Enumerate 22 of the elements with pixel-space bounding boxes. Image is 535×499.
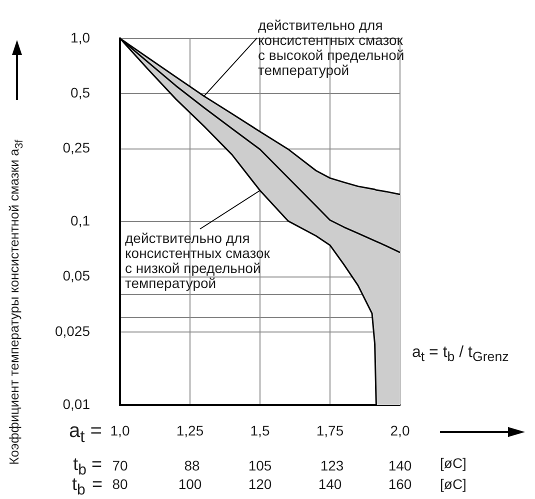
- x-tick-label: 1,5: [250, 422, 270, 438]
- x2-tick-label: 70: [112, 457, 128, 474]
- y-tick-label: 0,05: [62, 268, 90, 284]
- y-tick-label: 0,25: [62, 140, 90, 156]
- y-tick-label: 0,5: [70, 84, 90, 100]
- x-axis-title: a$_{t}$ =: [68, 420, 102, 448]
- x2-tick-label: 88: [184, 457, 200, 474]
- y-tick-label: 0,01: [62, 396, 90, 412]
- y-tick-label: 0,1: [70, 212, 90, 229]
- text: a$_{t}$ = t$_{b}$ / t$_{Grenz}$: [412, 344, 509, 364]
- x-tick-label: 1,0: [110, 422, 130, 438]
- annotation: действительно для консистентных смазок с низкой предельной температурой: [125, 230, 271, 291]
- x-tick-label: 1,25: [176, 422, 204, 438]
- y-tick-label: 0,025: [54, 322, 90, 339]
- x-tick-label: 1,75: [316, 422, 344, 438]
- x2-tick-label: 123: [320, 457, 344, 474]
- y-tick-label: 1,0: [70, 29, 90, 46]
- annotation: действительно для консистентных смазок с высокой предельной температурой: [258, 17, 406, 78]
- text: [øC]: [440, 455, 466, 471]
- x2-tick-label: 140: [388, 457, 412, 474]
- x-tick-label: 2,0: [390, 422, 410, 438]
- x2-tick-label: 105: [248, 457, 272, 474]
